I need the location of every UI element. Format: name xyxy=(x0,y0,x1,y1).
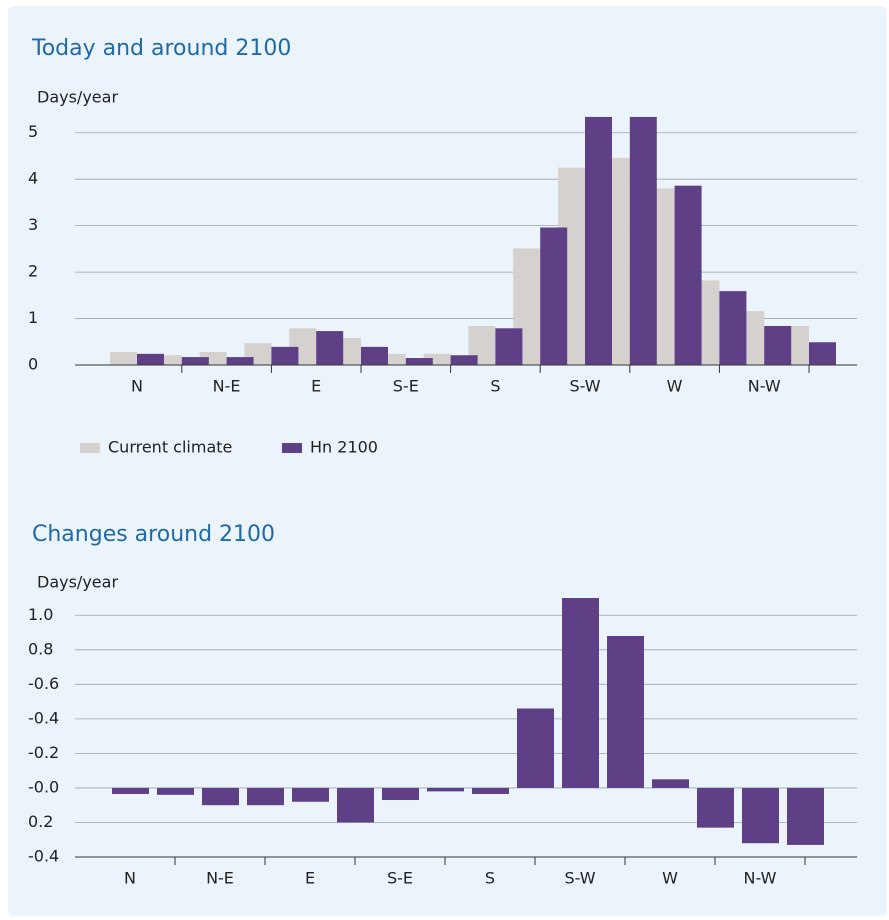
bar xyxy=(405,358,433,365)
x-tick-label: W xyxy=(662,869,678,888)
bar xyxy=(764,325,792,365)
x-tick-label: N-E xyxy=(206,869,234,888)
y-tick-label: 0 xyxy=(28,355,38,374)
x-tick-label: S-E xyxy=(387,869,413,888)
bar xyxy=(585,116,612,365)
bar xyxy=(697,787,734,828)
bar xyxy=(629,116,657,365)
x-tick-label: S-E xyxy=(393,377,419,396)
x-tick-label: N-W xyxy=(744,869,777,888)
x-tick-label: E xyxy=(305,869,315,888)
bar xyxy=(157,787,194,795)
bar xyxy=(247,787,284,806)
bar xyxy=(382,787,419,801)
x-tick-label: S xyxy=(490,377,500,396)
x-tick-label: S-W xyxy=(569,377,600,396)
x-tick-label: N xyxy=(131,377,143,396)
bar xyxy=(226,357,254,365)
y-tick-label: 0.8 xyxy=(28,639,53,658)
x-tick-label: N-E xyxy=(213,377,241,396)
x-tick-label: S-W xyxy=(564,869,595,888)
bar xyxy=(809,342,836,365)
bar xyxy=(271,346,299,365)
y-tick-label: 2 xyxy=(28,262,38,281)
y-tick-label: 0.2 xyxy=(28,812,53,831)
bar xyxy=(495,328,523,365)
x-tick-label: E xyxy=(311,377,321,396)
bar xyxy=(112,787,149,794)
chart-title: Changes around 2100 xyxy=(32,522,275,547)
y-tick-label: 1 xyxy=(28,308,38,327)
y-tick-label: -0.4 xyxy=(28,847,59,866)
chart-title: Today and around 2100 xyxy=(31,36,291,61)
card xyxy=(8,6,887,916)
bar xyxy=(674,185,702,365)
x-tick-label: W xyxy=(667,377,683,396)
bar xyxy=(361,346,388,365)
y-tick-label: -0.0 xyxy=(28,777,59,796)
bar xyxy=(450,355,478,365)
y-tick-label: -0.4 xyxy=(28,708,59,727)
bar xyxy=(154,355,182,365)
bar xyxy=(607,635,644,788)
bar xyxy=(517,708,554,788)
y-axis-label: Days/year xyxy=(37,573,118,592)
bar xyxy=(337,787,374,823)
legend-swatch xyxy=(80,443,100,453)
x-tick-label: S xyxy=(485,869,495,888)
bar xyxy=(742,787,779,844)
bar xyxy=(202,787,239,806)
bar xyxy=(292,787,329,802)
bar xyxy=(540,227,568,365)
bar xyxy=(472,787,509,794)
bar xyxy=(562,598,599,788)
legend-label: Hn 2100 xyxy=(310,438,378,457)
bar xyxy=(423,353,451,365)
bar xyxy=(427,787,464,792)
y-tick-label: -0.6 xyxy=(28,674,59,693)
bar xyxy=(378,353,406,365)
y-tick-label: 1.0 xyxy=(28,605,53,624)
bar xyxy=(316,331,344,365)
y-tick-label: 4 xyxy=(28,169,38,188)
bar xyxy=(719,291,747,365)
x-tick-label: N xyxy=(124,869,136,888)
legend-swatch xyxy=(282,443,302,453)
bar xyxy=(137,353,164,365)
legend-label: Current climate xyxy=(108,438,232,457)
bar xyxy=(181,357,209,365)
y-tick-label: -0.2 xyxy=(28,743,59,762)
y-axis-label: Days/year xyxy=(37,88,118,107)
bar xyxy=(787,787,824,845)
y-tick-label: 3 xyxy=(28,215,38,234)
bar xyxy=(652,779,689,788)
x-tick-label: N-W xyxy=(748,377,781,396)
bar xyxy=(110,351,137,365)
y-tick-label: 5 xyxy=(28,122,38,141)
